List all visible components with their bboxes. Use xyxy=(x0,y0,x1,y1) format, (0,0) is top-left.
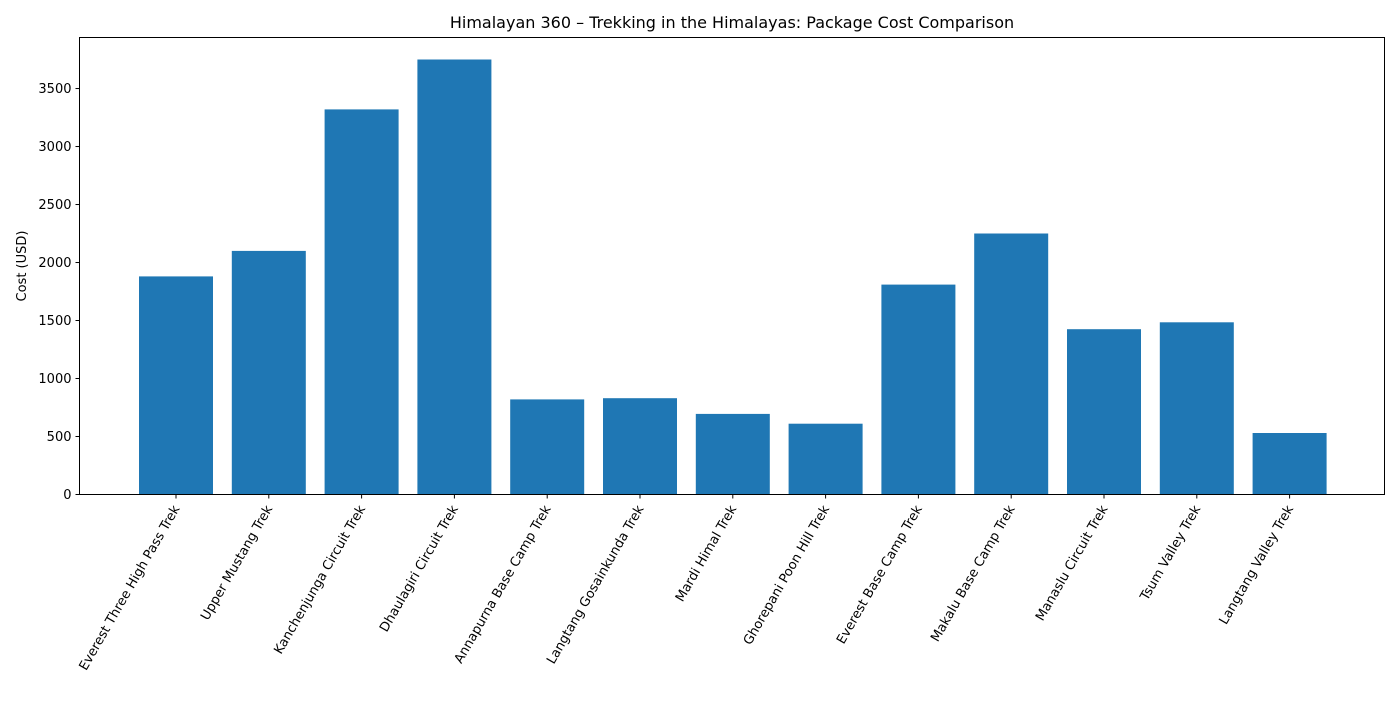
bar xyxy=(231,250,306,495)
x-tick-label: Makalu Base Camp Trek xyxy=(928,503,1019,645)
x-tick-label: Tsum Valley Trek xyxy=(1137,503,1204,605)
y-tick-label: 3500 xyxy=(38,82,71,97)
y-tick-label: 2000 xyxy=(38,256,71,271)
x-tick-label: Ghorepani Poon Hill Trek xyxy=(741,503,833,648)
x-tick-label: Langtang Valley Trek xyxy=(1217,503,1298,628)
chart-title: Himalayan 360 – Trekking in the Himalaya… xyxy=(450,13,1014,32)
bar xyxy=(1067,329,1141,495)
bar xyxy=(1159,322,1234,495)
y-axis-label: Cost (USD) xyxy=(15,231,30,302)
bar xyxy=(324,109,399,495)
x-tick-label: Kanchenjunga Circuit Trek xyxy=(271,503,369,657)
bar xyxy=(881,284,956,495)
bar xyxy=(788,423,863,495)
x-axis: Everest Three High Pass Trek Upper Mustan… xyxy=(77,494,1298,674)
x-tick-label: Dhaulagiri Circuit Trek xyxy=(377,503,462,635)
y-tick-label: 1500 xyxy=(38,314,71,329)
plot-frame xyxy=(79,37,1385,495)
bar xyxy=(1252,433,1327,495)
x-tick-label: Langtang Gosainkunda Trek xyxy=(544,503,648,667)
y-tick-label: 0 xyxy=(63,488,71,503)
y-tick-label: 2500 xyxy=(38,198,71,213)
bar xyxy=(510,399,585,495)
bar xyxy=(603,398,677,495)
bar xyxy=(695,413,770,495)
x-tick-label: Mardi Himal Trek xyxy=(673,503,741,605)
bar xyxy=(417,59,492,495)
x-tick-label: Manaslu Circuit Trek xyxy=(1033,503,1112,624)
x-tick-label: Upper Mustang Trek xyxy=(198,503,276,624)
bar xyxy=(974,233,1049,495)
y-tick-label: 500 xyxy=(47,430,72,445)
y-tick-label: 1000 xyxy=(38,372,71,387)
bars-group xyxy=(139,59,1327,495)
y-tick-label: 3000 xyxy=(38,140,71,155)
bar xyxy=(139,276,213,495)
y-axis: 0 500 1000 1500 2000 2500 3000 3500 xyxy=(38,82,80,503)
x-tick-label: Everest Three High Pass Trek xyxy=(77,503,184,674)
x-tick-label: Everest Base Camp Trek xyxy=(834,503,926,647)
x-tick-label: Annapurna Base Camp Trek xyxy=(452,503,555,667)
